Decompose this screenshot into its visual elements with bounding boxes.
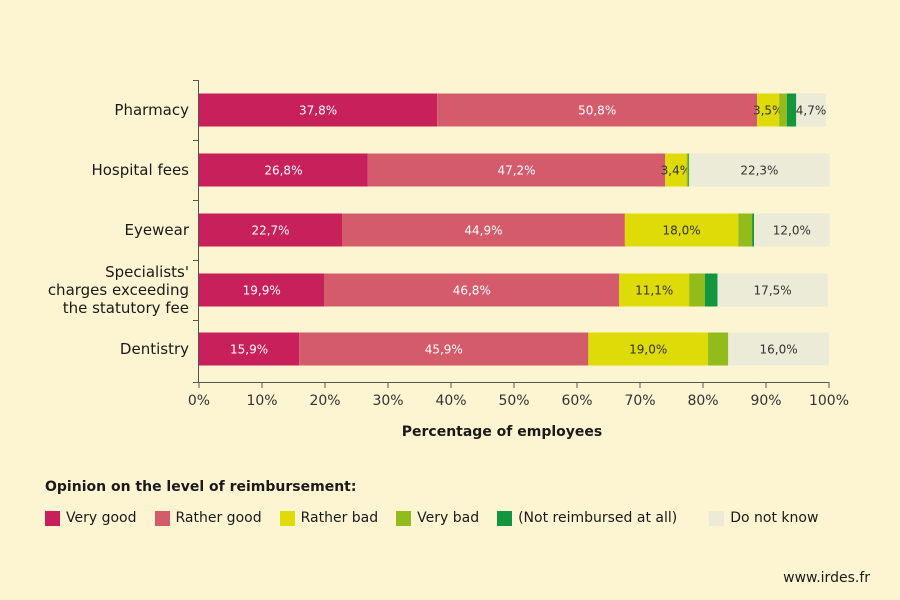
legend-label: Very bad	[417, 510, 480, 526]
bar-data-label: 50,8%	[578, 104, 616, 118]
bar-segment	[686, 153, 689, 187]
bar-data-label: 37,8%	[299, 104, 337, 118]
stacked-bar-chart: 37,8% 50,8% 3,5% 4,7% 26,8% 47,2% 3,4% 22,3% 22,…	[48, 80, 849, 440]
category-labels: Pharmacy Hospital fees Eyewear Specialists'…	[48, 101, 190, 358]
bar-segment	[437, 93, 758, 127]
bar-segment	[324, 273, 620, 307]
bar-segment	[757, 93, 780, 127]
bar-segment	[588, 332, 709, 366]
bar-data-label: 44,9%	[464, 224, 502, 238]
legend-swatch	[45, 510, 60, 526]
bar-segment	[728, 332, 829, 366]
legend-item-do-not-know: Do not know	[709, 510, 818, 526]
legend-label: Very good	[66, 510, 137, 526]
legend: Very good Rather good Rather bad Very ba…	[45, 510, 885, 526]
bar-segment	[689, 153, 830, 187]
bar-data-label: 19,0%	[629, 343, 667, 357]
bar-data-label: 12,0%	[773, 224, 811, 238]
bar-segment	[199, 213, 343, 247]
x-tick-label: 50%	[498, 393, 529, 409]
x-tick-label: 30%	[372, 393, 403, 409]
x-tick-label: 80%	[687, 393, 718, 409]
x-axis-ticks: 0% 10% 20% 30% 40% 50% 60% 70% 80% 90% 100%	[188, 80, 849, 409]
category-label: Specialists' charges exceeding the statuto…	[48, 263, 189, 317]
legend-swatch	[497, 510, 513, 526]
bar-data-label: 16,0%	[760, 343, 798, 357]
source-credit: www.irdes.fr	[783, 570, 870, 586]
bar-segment	[688, 153, 690, 187]
category-label: Dentistry	[120, 340, 189, 358]
bar-data-label: 19,9%	[243, 284, 281, 298]
bar-data-label: 4,7%	[796, 104, 827, 118]
x-tick-label: 20%	[309, 393, 340, 409]
bar-segment	[624, 213, 739, 247]
bar-segment	[367, 153, 666, 187]
legend-swatch	[279, 510, 295, 526]
bar-data-label: 3,4%	[661, 164, 692, 178]
legend-label: Rather good	[175, 510, 262, 526]
x-tick-label: 90%	[750, 393, 781, 409]
legend-swatch	[154, 510, 170, 526]
legend-item-very-good: Very good	[45, 510, 137, 526]
bar-segment	[199, 332, 300, 366]
category-label: Pharmacy	[114, 101, 189, 119]
bar-data-label: 18,0%	[663, 224, 701, 238]
category-label: Hospital fees	[91, 161, 189, 179]
x-tick-label: 60%	[561, 393, 592, 409]
bar-data-label: 26,8%	[264, 164, 302, 178]
bar-data-label: 22,7%	[251, 224, 289, 238]
bar-segment	[708, 332, 729, 366]
legend-label: Rather bad	[300, 510, 379, 526]
legend-item-not-reimbursed: (Not reimbursed at all)	[497, 510, 677, 526]
x-tick-label: 40%	[435, 393, 466, 409]
legend-item-rather-good: Rather good	[154, 510, 262, 526]
bar-data-label: 11,1%	[635, 284, 673, 298]
bar-segment	[779, 93, 787, 127]
bar-data-label: 47,2%	[497, 164, 535, 178]
bar-segment	[342, 213, 625, 247]
bar-segment	[619, 273, 690, 307]
bar-segment	[717, 273, 828, 307]
bar-segment	[786, 93, 797, 127]
bar-segment	[752, 213, 755, 247]
bars-group: 37,8% 50,8% 3,5% 4,7% 26,8% 47,2% 3,4% 22,3% 22,…	[199, 93, 830, 366]
x-tick-label: 10%	[246, 393, 277, 409]
x-tick-label: 0%	[188, 393, 210, 409]
x-tick-label: 70%	[624, 393, 655, 409]
bar-data-label: 3,5%	[753, 104, 784, 118]
bar-data-label: 46,8%	[453, 284, 491, 298]
bar-data-label: 22,3%	[740, 164, 778, 178]
bar-segment	[199, 273, 325, 307]
legend-swatch	[396, 510, 412, 526]
legend-item-very-bad: Very bad	[396, 510, 479, 526]
legend-title: Opinion on the level of reimbursement:	[45, 479, 357, 495]
bar-segment	[796, 93, 826, 127]
bar-segment	[199, 153, 368, 187]
bar-segment	[738, 213, 753, 247]
bar-segment	[704, 273, 718, 307]
x-tick-label: 100%	[809, 393, 849, 409]
category-label: Eyewear	[125, 221, 190, 239]
bar-segment	[665, 153, 687, 187]
bar-data-label: 17,5%	[754, 284, 792, 298]
bar-segment	[754, 213, 830, 247]
legend-label: Do not know	[730, 510, 819, 526]
legend-item-rather-bad: Rather bad	[279, 510, 379, 526]
bar-segment	[689, 273, 705, 307]
bar-data-label: 15,9%	[230, 343, 268, 357]
x-axis-title: Percentage of employees	[402, 424, 603, 440]
bar-segment	[199, 93, 438, 127]
legend-label: (Not reimbursed at all)	[518, 510, 678, 526]
legend-swatch	[709, 510, 725, 526]
bar-segment	[299, 332, 589, 366]
bar-data-label: 45,9%	[425, 343, 463, 357]
